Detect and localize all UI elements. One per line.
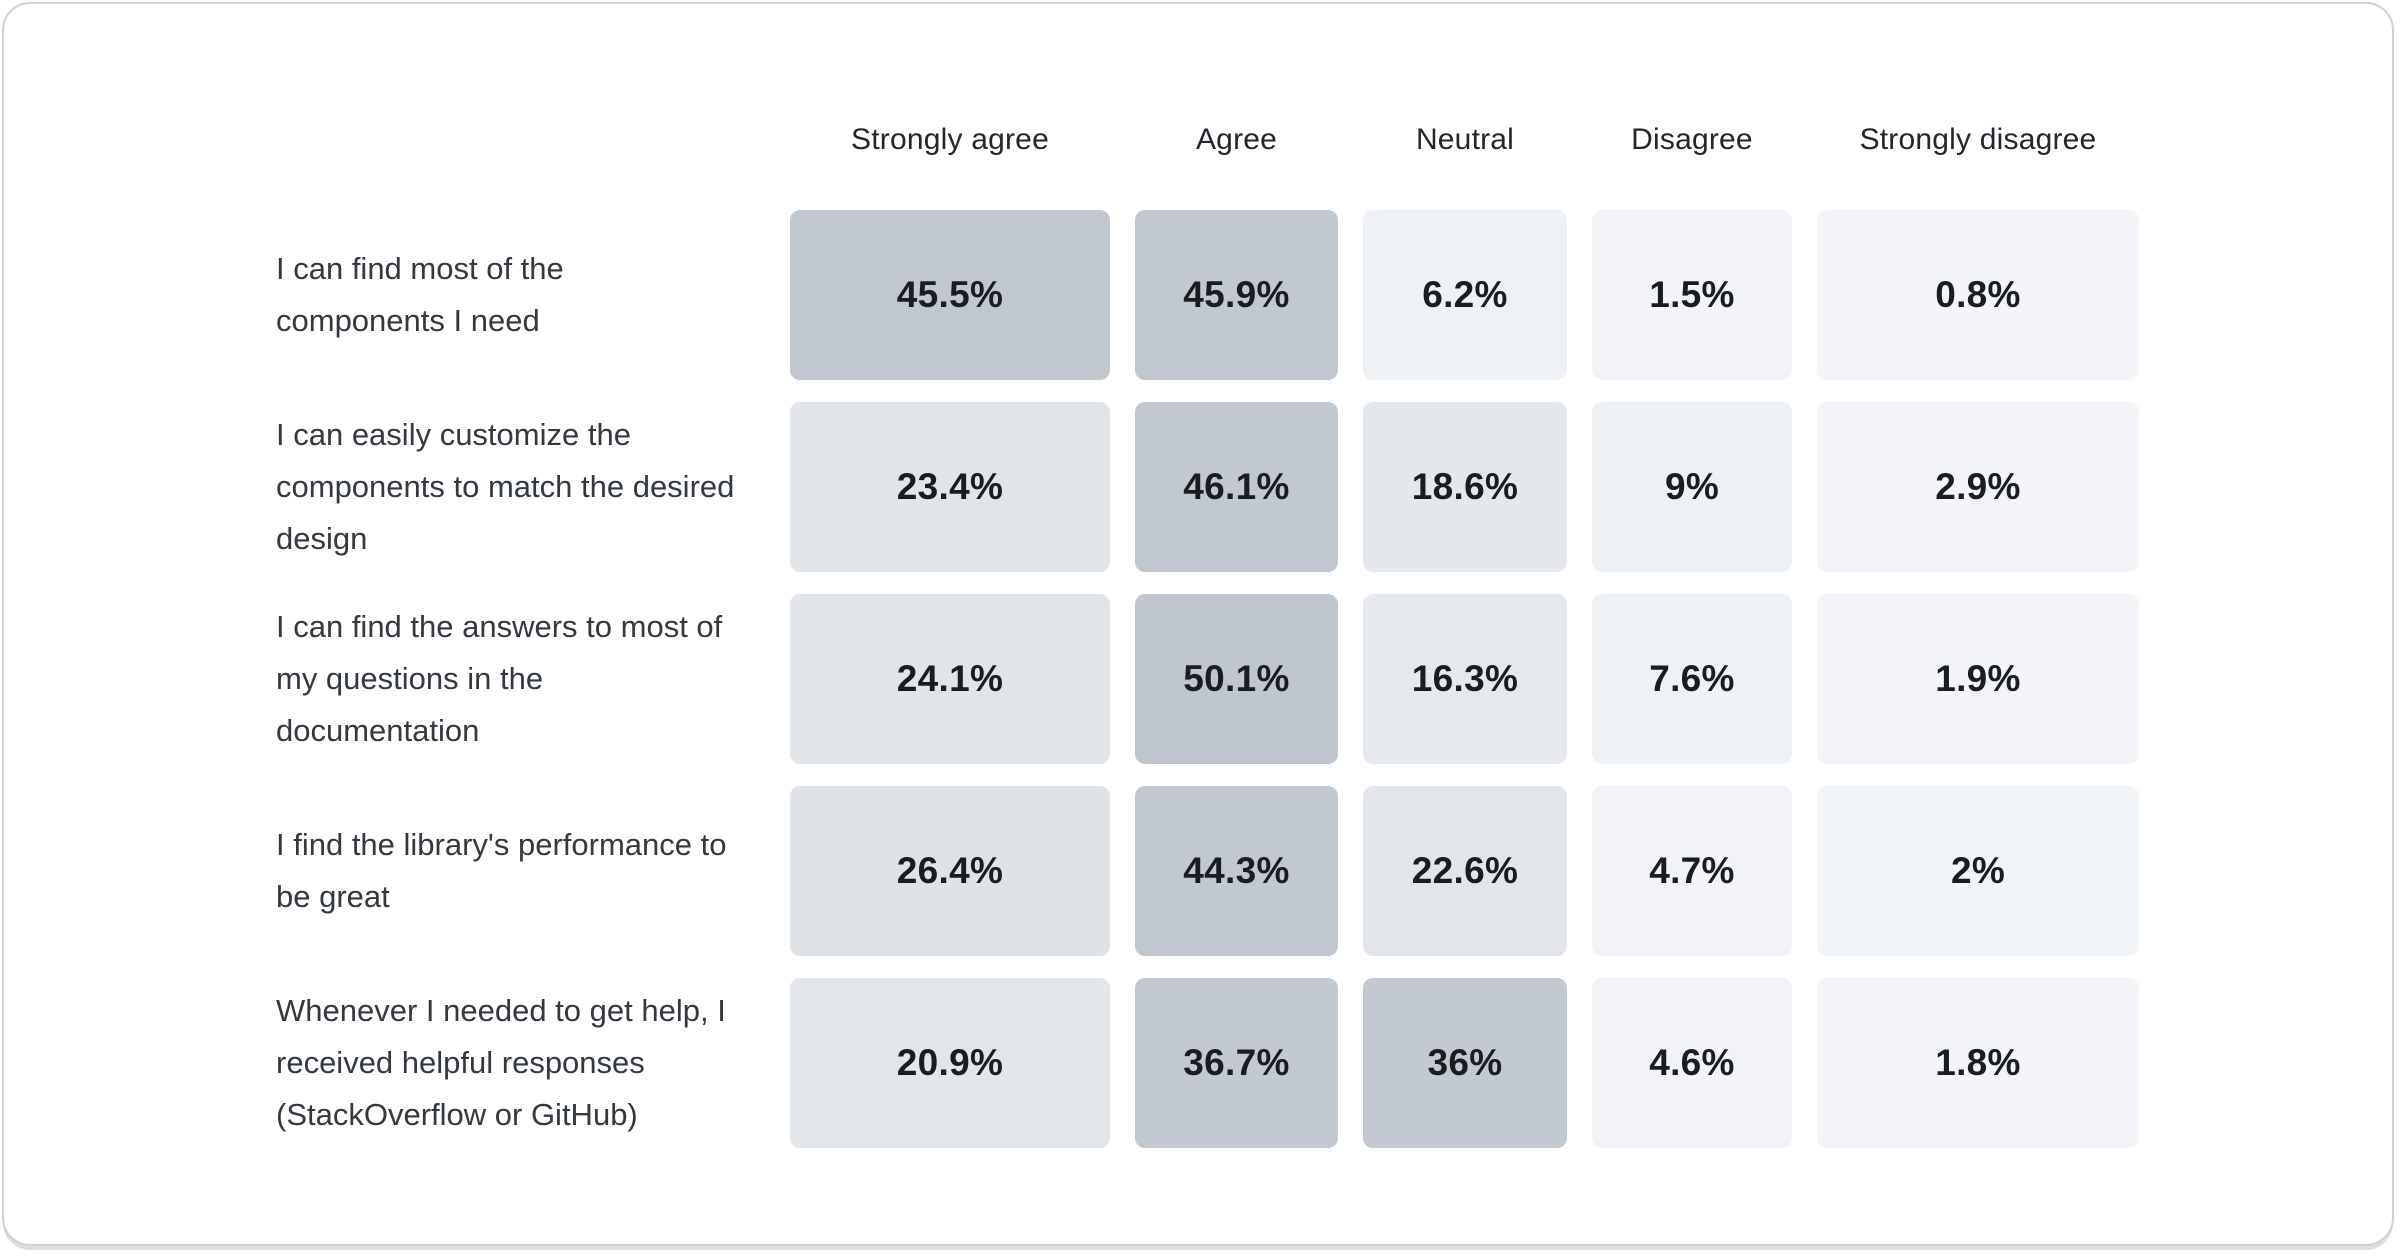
column-header-disagree: Disagree [1631, 123, 1753, 156]
heatmap-cell: 45.5% [790, 210, 1110, 380]
heatmap-column-headers: Strongly agree Agree Neutral Disagree Strong… [276, 116, 2392, 164]
column-header-agree: Agree [1195, 123, 1278, 156]
heatmap-cell: 1.9% [1817, 594, 2139, 764]
column-header-strongly-disagree: Strongly disagree [1859, 123, 2097, 156]
heatmap-cell: 36% [1363, 978, 1567, 1148]
heatmap-cell: 2.9% [1817, 402, 2139, 572]
row-label: I can easily customize the components to… [276, 417, 735, 556]
heatmap-cell: 22.6% [1363, 786, 1567, 956]
row-label: I can find the answers to most of my que… [276, 609, 723, 748]
heatmap-cell: 45.9% [1135, 210, 1338, 380]
heatmap-cell: 1.5% [1592, 210, 1792, 380]
heatmap-cell: 23.4% [790, 402, 1110, 572]
heatmap-cell: 50.1% [1135, 594, 1338, 764]
heatmap-cell: 6.2% [1363, 210, 1567, 380]
heatmap-grid: I can find most of the components I need… [276, 210, 2392, 1148]
heatmap-cell: 26.4% [790, 786, 1110, 956]
heatmap-cell: 4.7% [1592, 786, 1792, 956]
heatmap-cell: 2% [1817, 786, 2139, 956]
heatmap-cell: 46.1% [1135, 402, 1338, 572]
column-header-neutral: Neutral [1415, 123, 1515, 156]
heatmap-cell: 9% [1592, 402, 1792, 572]
heatmap-cell: 24.1% [790, 594, 1110, 764]
heatmap-cell: 1.8% [1817, 978, 2139, 1148]
row-label: I can find most of the components I need [276, 251, 564, 338]
heatmap-cell: 16.3% [1363, 594, 1567, 764]
heatmap-cell: 36.7% [1135, 978, 1338, 1148]
row-label: Whenever I needed to get help, I receive… [276, 993, 726, 1132]
heatmap-cell: 20.9% [790, 978, 1110, 1148]
heatmap-cell: 0.8% [1817, 210, 2139, 380]
row-label: I find the library's performance to be g… [276, 827, 727, 914]
heatmap-cell: 4.6% [1592, 978, 1792, 1148]
heatmap-cell: 18.6% [1363, 402, 1567, 572]
heatmap-cell: 7.6% [1592, 594, 1792, 764]
column-header-strongly-agree: Strongly agree [851, 123, 1049, 156]
heatmap-cell: 44.3% [1135, 786, 1338, 956]
